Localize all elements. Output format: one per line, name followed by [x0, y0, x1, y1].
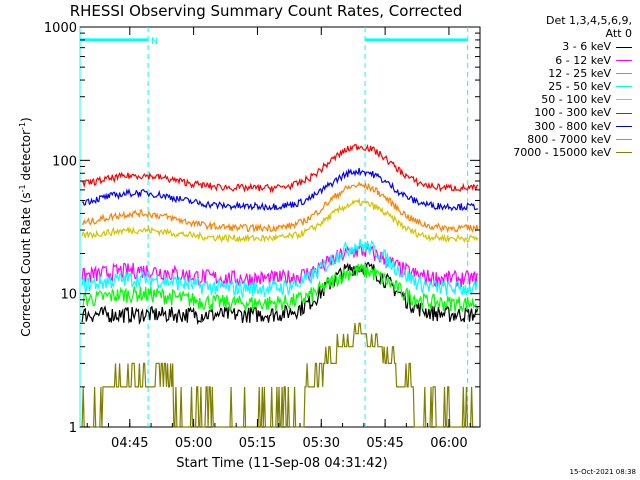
- y-axis-label-sup2: -1: [18, 122, 27, 130]
- y-axis-label-end: ): [19, 117, 33, 122]
- y-tick-label-0: 1: [69, 421, 77, 436]
- series-line-0: [81, 261, 479, 326]
- legend-entry-6: 300 - 800 keV: [492, 120, 632, 133]
- legend-entry-3: 25 - 50 keV: [492, 80, 632, 93]
- legend-swatch-4: [616, 99, 632, 101]
- series-line-2: [81, 263, 479, 312]
- legend-swatch-6: [616, 125, 632, 127]
- legend-swatch-1: [616, 59, 632, 61]
- plot-area: N 04:45 05:00 05:15 05:30 05:45 06:00 1101001…: [44, 21, 481, 451]
- series-group: [81, 143, 479, 428]
- series-line-8: [81, 322, 478, 428]
- legend-entry-4: 50 - 100 keV: [492, 93, 632, 106]
- legend-label-4: 50 - 100 keV: [541, 93, 611, 107]
- x-tick-label-4: 05:45: [366, 436, 403, 451]
- legend-swatch-2: [616, 72, 632, 74]
- legend-detectors: Det 1,3,4,5,6,9,: [545, 14, 632, 27]
- legend-label-1: 6 - 12 keV: [555, 53, 611, 67]
- legend-label-2: 12 - 25 keV: [548, 66, 611, 80]
- legend-label-7: 800 - 7000 keV: [527, 132, 611, 146]
- legend-swatch-0: [616, 46, 632, 48]
- legend: Det 1,3,4,5,6,9, Att 0 3 - 6 keV 6 - 12 k…: [492, 14, 632, 159]
- legend-entry-8: 7000 - 15000 keV: [492, 146, 632, 159]
- x-tick-label-2: 05:15: [239, 436, 276, 451]
- legend-entry-2: 12 - 25 keV: [492, 67, 632, 80]
- series-line-5: [81, 143, 479, 194]
- legend-entry-0: 3 - 6 keV: [492, 40, 632, 53]
- y-axis-label-sup1: -1: [18, 184, 27, 192]
- legend-swatch-8: [616, 152, 632, 154]
- series-line-6: [81, 167, 478, 212]
- night-label: N: [151, 37, 158, 47]
- legend-label-0: 3 - 6 keV: [562, 40, 611, 54]
- legend-label-5: 100 - 300 keV: [534, 106, 611, 120]
- legend-swatch-3: [616, 86, 632, 88]
- y-tick-label-2: 100: [52, 154, 77, 169]
- series-line-4: [81, 197, 479, 243]
- y-axis-label: Corrected Count Rate (s-1 detector-1): [18, 117, 33, 336]
- legend-label-8: 7000 - 15000 keV: [513, 146, 611, 160]
- series-line-7: [82, 181, 479, 234]
- legend-swatch-7: [616, 138, 632, 140]
- legend-swatch-5: [616, 112, 632, 114]
- x-axis-label: Start Time (11-Sep-08 04:31:42): [176, 456, 387, 471]
- y-tick-label-1: 10: [60, 288, 77, 303]
- x-axis-ticks: 04:45 05:00 05:15 05:30 05:45 06:00: [86, 27, 471, 451]
- legend-label-3: 25 - 50 keV: [548, 80, 611, 94]
- chart-title: RHESSI Observing Summary Count Rates, Co…: [70, 2, 463, 20]
- y-axis-label-main: Corrected Count Rate (s: [19, 192, 33, 336]
- legend-entry-1: 6 - 12 keV: [492, 54, 632, 67]
- legend-attenuator: Att 0: [605, 27, 632, 41]
- x-tick-label-0: 04:45: [111, 436, 148, 451]
- y-axis-label-mid: detector: [19, 130, 33, 185]
- legend-entries: 3 - 6 keV 6 - 12 keV 12 - 25 keV 25 - 50 ke…: [492, 40, 632, 159]
- generation-timestamp: 15-Oct-2021 08:38: [569, 468, 636, 476]
- legend-entry-5: 100 - 300 keV: [492, 106, 632, 119]
- x-tick-label-1: 05:00: [175, 436, 212, 451]
- x-tick-label-5: 06:00: [430, 436, 467, 451]
- y-axis-ticks: 1 10 100 1000: [44, 21, 480, 436]
- legend-label-6: 300 - 800 keV: [534, 119, 611, 133]
- y-tick-label-3: 1000: [44, 21, 77, 36]
- x-tick-label-3: 05:30: [303, 436, 340, 451]
- series-line-3: [81, 238, 479, 299]
- legend-entry-7: 800 - 7000 keV: [492, 133, 632, 146]
